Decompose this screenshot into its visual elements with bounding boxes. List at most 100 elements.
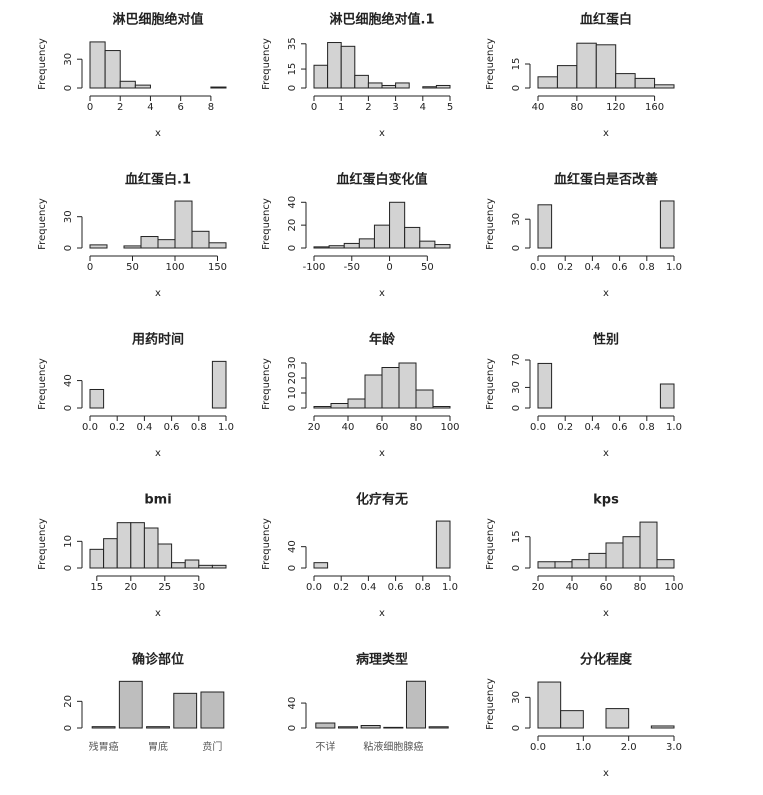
bar (174, 200, 193, 249)
y-tick-label: 0 (63, 725, 74, 731)
x-axis-label: x (603, 128, 609, 139)
y-tick-label: 0 (63, 565, 74, 571)
x-tick-label: 150 (208, 262, 227, 273)
x-tick-label: 0.6 (388, 582, 404, 593)
bar (313, 562, 329, 569)
bar (554, 561, 573, 569)
x-axis-label: x (603, 608, 609, 619)
y-tick-label: 30 (287, 357, 298, 370)
x-tick-label: 4 (147, 102, 153, 113)
bar (143, 527, 159, 569)
bar (358, 238, 375, 249)
bar (560, 710, 584, 729)
bar (381, 84, 397, 89)
x-tick-label: -50 (344, 262, 360, 273)
bar (337, 726, 359, 729)
bar (211, 564, 227, 569)
bar (123, 245, 142, 249)
bar (328, 245, 345, 249)
bar (134, 84, 151, 89)
bar (340, 45, 356, 89)
bar (654, 84, 675, 89)
chart-title: 用药时间 (131, 332, 184, 348)
bar (211, 360, 227, 409)
y-tick-label: 0 (511, 245, 522, 251)
bar (650, 725, 675, 729)
x-tick-label: 0 (386, 262, 392, 273)
bar (588, 552, 607, 569)
x-tick-label: 40 (566, 582, 579, 593)
bar (130, 522, 145, 569)
x-axis-label: x (155, 128, 161, 139)
x-axis-label: x (603, 288, 609, 299)
bar (537, 681, 562, 729)
y-tick-label: 15 (511, 58, 522, 71)
bar (171, 562, 186, 569)
y-tick-label: 0 (511, 405, 522, 411)
x-tick-label: 0.2 (109, 422, 125, 433)
bar (191, 230, 210, 249)
x-tick-label: 残胃癌 (89, 740, 119, 753)
y-axis-label: Frequency (485, 678, 496, 730)
y-tick-label: 35 (287, 37, 298, 50)
x-tick-label: 粘液细胞腺癌 (363, 740, 423, 753)
chart-title: 血红蛋白是否改善 (554, 172, 658, 188)
y-tick-label: 0 (511, 85, 522, 91)
x-tick-label: 80 (570, 102, 583, 113)
x-tick-label: 0.0 (530, 742, 546, 753)
x-tick-label: 60 (376, 422, 389, 433)
x-tick-label: 1 (338, 102, 344, 113)
y-tick-label: 0 (287, 565, 298, 571)
y-tick-label: 15 (511, 530, 522, 543)
y-tick-label: 20 (287, 219, 298, 232)
bar (313, 246, 330, 249)
x-axis-label: x (155, 608, 161, 619)
x-tick-label: 0.4 (360, 582, 376, 593)
bar (576, 42, 597, 89)
x-tick-label: 3.0 (666, 742, 682, 753)
x-tick-label: 0.6 (612, 262, 628, 273)
y-tick-label: 20 (63, 695, 74, 708)
y-tick-label: 30 (63, 53, 74, 66)
bar (634, 77, 656, 89)
x-tick-label: 30 (192, 582, 205, 593)
bar (146, 726, 170, 729)
bar (432, 406, 451, 409)
y-tick-label: 30 (511, 213, 522, 226)
x-axis-label: x (379, 608, 385, 619)
y-tick-label: 40 (287, 196, 298, 209)
bar (89, 388, 105, 409)
x-axis-label: x (603, 448, 609, 459)
bar (210, 86, 227, 89)
chart-title: 年龄 (369, 332, 396, 348)
bar (622, 536, 641, 569)
bar (428, 726, 449, 729)
x-tick-label: 50 (421, 262, 434, 273)
y-tick-label: 0 (511, 725, 522, 731)
bar (434, 244, 451, 249)
x-tick-label: 0.6 (164, 422, 180, 433)
y-tick-label: 30 (511, 691, 522, 704)
x-tick-label: 胃底 (148, 740, 168, 753)
x-tick-label: 0.8 (191, 422, 207, 433)
y-tick-label: 0 (287, 725, 298, 731)
x-tick-label: 0 (87, 262, 93, 273)
x-axis-label: x (379, 288, 385, 299)
y-tick-label: 15 (287, 63, 298, 76)
y-tick-label: 0 (287, 245, 298, 251)
bar (405, 680, 427, 729)
bar (104, 50, 121, 89)
bar (354, 74, 369, 89)
x-tick-label: 2.0 (621, 742, 637, 753)
y-tick-label: 40 (287, 540, 298, 553)
chart-title: 血红蛋白变化值 (336, 172, 427, 188)
bar (381, 367, 400, 409)
chart-title: bmi (144, 493, 171, 508)
bar (330, 403, 349, 409)
bar (537, 362, 553, 409)
bar (157, 239, 176, 249)
bar (89, 548, 105, 569)
x-tick-label: 0.8 (639, 422, 655, 433)
y-tick-label: 10 (63, 535, 74, 548)
x-axis-label: x (379, 448, 385, 459)
